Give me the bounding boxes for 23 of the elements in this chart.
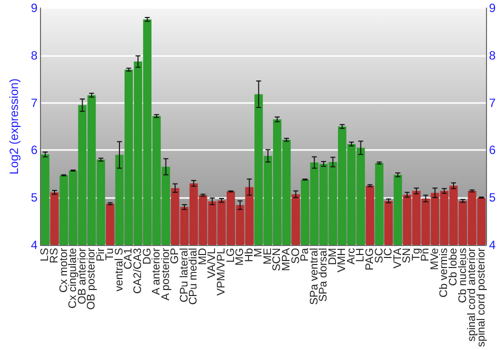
- x-tick-label: Pa: [299, 247, 312, 262]
- y-tick-label: 8: [30, 48, 38, 62]
- x-tick-label: GP: [169, 248, 182, 264]
- y2-tick-label: 6: [489, 143, 496, 158]
- y2-tick-label: 5: [489, 190, 496, 205]
- y-tick-label: 4: [30, 238, 38, 252]
- y2-tick-label: 9: [489, 1, 496, 15]
- x-tick-label: RS: [48, 248, 60, 264]
- y-tick-label: 7: [30, 96, 38, 110]
- x-tick-label: Hb: [243, 248, 256, 262]
- y-tick-label: 6: [30, 143, 38, 158]
- x-tick-label: SO: [290, 248, 302, 264]
- y2-tick-label: 7: [489, 96, 496, 110]
- x-tick-label: OB anterior: [76, 248, 88, 304]
- y2-tick-label: 4: [489, 238, 496, 252]
- y-axis-title: Log2 (expression): [7, 78, 21, 175]
- x-tick-label: M: [252, 248, 265, 258]
- y-tick-label: 9: [30, 1, 38, 15]
- y-tick-label: 5: [30, 190, 38, 205]
- x-tick-label: DG: [141, 248, 154, 264]
- x-tick-label: IC: [382, 248, 395, 259]
- y2-tick-label: 8: [489, 48, 496, 62]
- x-tick-label: CPu medial: [188, 248, 200, 305]
